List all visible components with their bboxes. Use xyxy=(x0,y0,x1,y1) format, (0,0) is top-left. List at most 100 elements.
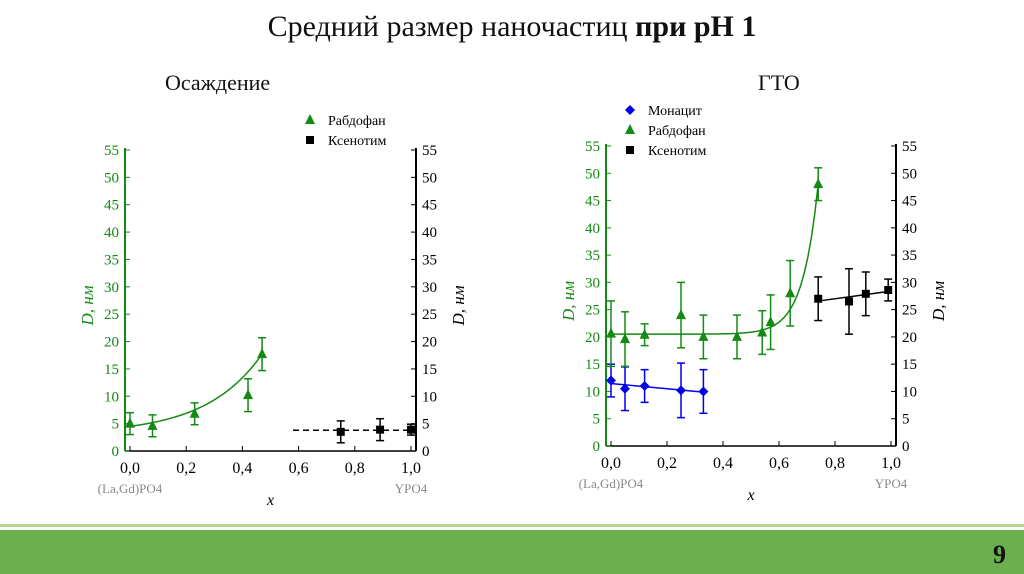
y-tick-label-right: 55 xyxy=(422,143,437,159)
y-tick-label-right: 20 xyxy=(422,335,437,351)
data-point xyxy=(189,407,200,418)
data-point xyxy=(861,289,870,298)
title-bold-text: при pH 1 xyxy=(635,10,757,43)
y-tick-label-right: 0 xyxy=(902,439,910,455)
x-tick-label: 0,4 xyxy=(232,460,252,477)
y-tick-label-right: 45 xyxy=(902,194,917,210)
y-tick-label-left: 50 xyxy=(104,170,119,186)
x-tick-label: 0,8 xyxy=(345,460,365,477)
y-tick-label-left: 15 xyxy=(104,362,119,378)
data-point xyxy=(884,286,893,294)
data-point xyxy=(845,297,853,306)
y-tick-label-right: 30 xyxy=(902,275,917,291)
y-tick-label-right: 5 xyxy=(422,417,430,433)
y-tick-label-right: 40 xyxy=(422,225,437,241)
y-tick-label-right: 40 xyxy=(902,221,917,237)
data-point xyxy=(698,330,709,341)
x-right-label: YPO4 xyxy=(395,481,428,496)
y-tick-label-right: 35 xyxy=(422,252,437,268)
x-tick-label: 0,0 xyxy=(601,455,621,472)
data-point xyxy=(606,375,616,386)
legend-label: Ксенотим xyxy=(648,144,707,159)
data-point xyxy=(257,348,268,359)
legend-label: Рабдофан xyxy=(648,124,706,139)
data-point xyxy=(785,287,796,298)
data-point xyxy=(757,326,768,337)
y-tick-label-left: 30 xyxy=(585,275,600,291)
chart-title-right: ГТО xyxy=(758,70,800,95)
data-point xyxy=(639,328,650,339)
y-tick-label-left: 25 xyxy=(585,303,600,319)
legend-marker xyxy=(625,124,635,134)
y-tick-label-right: 55 xyxy=(902,139,917,155)
x-tick-label: 0,2 xyxy=(176,460,196,477)
footer-bar xyxy=(0,524,1024,574)
x-axis-label: x xyxy=(266,492,274,509)
y-tick-label-left: 20 xyxy=(104,335,119,351)
y-tick-label-left: 40 xyxy=(104,225,119,241)
y-tick-label-right: 50 xyxy=(902,166,917,182)
y-tick-label-left: 45 xyxy=(104,198,119,214)
data-point xyxy=(606,327,616,338)
legend-marker xyxy=(305,114,315,124)
data-point xyxy=(676,309,686,320)
x-tick-label: 0,8 xyxy=(825,455,845,472)
title-text: Средний размер наночастиц xyxy=(267,10,636,43)
y-tick-label-left: 10 xyxy=(585,384,600,400)
data-point xyxy=(243,389,254,400)
fit-line xyxy=(610,382,704,393)
y-tick-label-right: 15 xyxy=(422,362,437,378)
x-left-label: (La,Gd)PO4 xyxy=(98,481,163,496)
x-tick-label: 0,6 xyxy=(289,460,309,477)
y-tick-label-left: 25 xyxy=(104,307,119,323)
data-point xyxy=(620,333,630,344)
y-tick-label-right: 0 xyxy=(422,444,430,460)
data-point xyxy=(407,425,415,434)
y-axis-label-right: D, нм xyxy=(449,285,468,326)
y-tick-label-left: 0 xyxy=(593,439,601,455)
page-number: 9 xyxy=(993,540,1006,569)
x-tick-label: 0,4 xyxy=(713,455,733,472)
y-tick-label-left: 55 xyxy=(104,143,119,159)
x-tick-label: 1,0 xyxy=(401,460,421,477)
y-tick-label-right: 5 xyxy=(902,412,910,428)
y-tick-label-left: 40 xyxy=(585,221,600,237)
data-point xyxy=(732,330,742,341)
data-point xyxy=(813,178,824,189)
data-point xyxy=(639,381,650,391)
x-right-label: YPO4 xyxy=(875,476,908,491)
y-tick-label-right: 25 xyxy=(902,303,917,319)
x-axis-label: x xyxy=(746,487,754,504)
chart-title-left: Осаждение xyxy=(165,70,271,95)
y-tick-label-right: 35 xyxy=(902,248,917,264)
y-tick-label-right: 10 xyxy=(422,389,437,405)
legend-marker xyxy=(306,136,314,144)
data-point xyxy=(814,294,823,303)
y-tick-label-left: 5 xyxy=(112,417,120,433)
y-tick-label-left: 15 xyxy=(585,357,600,373)
y-tick-label-right: 25 xyxy=(422,307,437,323)
y-tick-label-left: 35 xyxy=(104,252,119,268)
y-axis-label-right: D, нм xyxy=(929,281,948,322)
data-point xyxy=(336,427,345,436)
y-tick-label-right: 45 xyxy=(422,198,437,214)
fit-curve xyxy=(610,184,819,335)
y-tick-label-right: 20 xyxy=(902,330,917,346)
y-axis-label-left: D, нм xyxy=(78,285,97,326)
y-tick-label-right: 50 xyxy=(422,170,437,186)
y-axis-label-left: D, нм xyxy=(559,281,578,322)
x-left-label: (La,Gd)PO4 xyxy=(579,476,644,491)
y-tick-label-left: 50 xyxy=(585,166,600,182)
legend-marker xyxy=(626,146,634,154)
x-tick-label: 0,0 xyxy=(120,460,140,477)
y-tick-label-right: 15 xyxy=(902,357,917,373)
data-point xyxy=(620,383,630,394)
legend-label: Ксенотим xyxy=(328,134,387,149)
y-tick-label-left: 10 xyxy=(104,389,119,405)
x-tick-label: 0,6 xyxy=(769,455,789,472)
y-tick-label-left: 20 xyxy=(585,330,600,346)
data-point xyxy=(765,316,776,327)
data-point xyxy=(676,385,686,396)
legend-label: Монацит xyxy=(648,104,702,119)
